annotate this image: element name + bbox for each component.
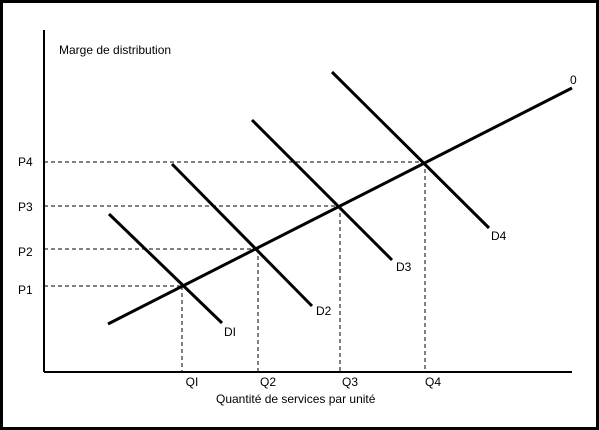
y-axis-title: Marge de distribution (59, 43, 171, 57)
y-tick-label-1: P1 (18, 283, 33, 297)
y-tick-label-4: P4 (18, 155, 33, 169)
x-tick-label-4: Q4 (425, 375, 441, 389)
demand-curve-label-2: D2 (316, 304, 332, 318)
demand-curve-label-1: DI (224, 325, 236, 339)
supply-curve-label: 0 (570, 73, 577, 87)
y-tick-label-2: P2 (18, 245, 33, 259)
demand-curve-label-3: D3 (396, 260, 412, 274)
y-tick-label-3: P3 (18, 200, 33, 214)
x-tick-label-1: QI (186, 375, 199, 389)
x-axis-title: Quantité de services par unité (216, 392, 376, 406)
x-tick-label-2: Q2 (260, 375, 276, 389)
demand-curve-4 (330, 70, 491, 230)
demand-curve-label-4: D4 (491, 229, 507, 243)
guide-lines (44, 161, 426, 372)
curves (107, 70, 573, 326)
axes (43, 30, 572, 373)
demand-curve-3 (250, 118, 394, 262)
demand-curve-1 (107, 212, 224, 325)
x-tick-label-3: Q3 (342, 375, 358, 389)
demand-curve-2 (170, 162, 314, 308)
labels: Marge de distribution Quantité de servic… (18, 43, 577, 406)
